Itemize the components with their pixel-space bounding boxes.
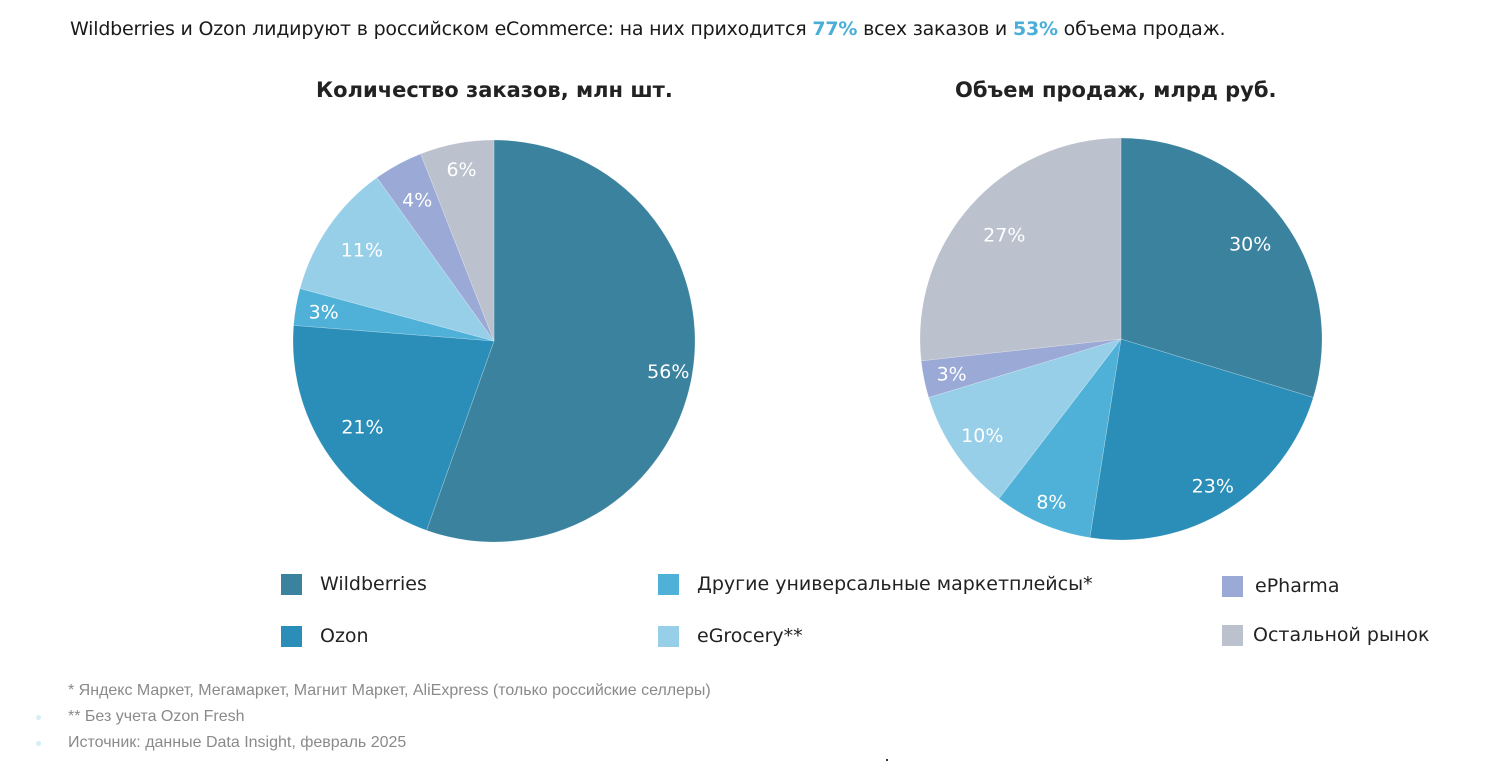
pie-slice-rest-of-market <box>420 139 495 342</box>
pie-slice-egrocery <box>299 177 495 342</box>
data-label-wildberries: 56% <box>647 361 689 383</box>
headline-text-1: Wildberries и Ozon лидируют в российском… <box>70 18 813 40</box>
stray-dot <box>886 759 888 761</box>
footnote-source: Источник: данные Data Insight, февраль 2… <box>36 732 711 758</box>
legend-item-rest-of-market: Остальной рынок <box>1222 624 1429 646</box>
headline-highlight-orders: 77% <box>812 18 858 40</box>
legend-swatch-rest-of-market <box>1222 624 1243 646</box>
footnotes: * Яндекс Маркет, Мегамаркет, Магнит Марк… <box>36 680 711 758</box>
headline-text-3: объема продаж. <box>1057 18 1226 40</box>
pie-slice-rest-of-market <box>919 137 1122 362</box>
footnote-marketplaces: * Яндекс Маркет, Мегамаркет, Магнит Марк… <box>40 680 711 706</box>
pie-slice-ozon <box>292 325 495 531</box>
bullet-icon <box>36 741 41 746</box>
legend-label: eGrocery** <box>697 625 803 647</box>
data-label-other-marketplaces: 8% <box>1036 492 1066 514</box>
legend-item-other-marketplaces: Другие универсальные маркетплейсы* <box>658 573 1093 595</box>
pie-slice-ozon <box>1089 338 1314 541</box>
legend-label: Wildberries <box>320 573 427 595</box>
headline: Wildberries и Ozon лидируют в российском… <box>70 18 1226 40</box>
data-label-wildberries: 30% <box>1229 233 1271 255</box>
legend-item-egrocery: eGrocery** <box>658 625 803 647</box>
legend-swatch-ozon <box>281 625 302 647</box>
orders-pie-chart: 56% 21% 3% 11% 4% 6% <box>292 139 696 543</box>
pie-slice-wildberries <box>426 139 696 543</box>
orders-chart-title: Количество заказов, млн шт. <box>316 78 673 102</box>
pie-slice-other-marketplaces <box>293 288 495 342</box>
legend-label: ePharma <box>1255 575 1340 597</box>
legend-item-wildberries: Wildberries <box>281 573 427 595</box>
pie-slice-wildberries <box>1120 137 1323 398</box>
data-label-other-marketplaces: 3% <box>309 302 339 324</box>
legend-swatch-epharma <box>1222 575 1243 597</box>
headline-text-2: всех заказов и <box>857 18 1013 40</box>
data-label-rest-of-market: 27% <box>983 224 1025 246</box>
footnote-text: * Яндекс Маркет, Мегамаркет, Магнит Марк… <box>68 682 711 699</box>
pie-slice-epharma <box>376 153 495 342</box>
footnote-text: Источник: данные Data Insight, февраль 2… <box>68 734 407 751</box>
data-label-egrocery: 10% <box>961 425 1003 447</box>
legend-label: Ozon <box>320 625 369 647</box>
legend-swatch-wildberries <box>281 573 302 595</box>
data-label-epharma: 4% <box>402 190 432 212</box>
pie-slice-epharma <box>920 338 1122 398</box>
data-label-egrocery: 11% <box>341 239 383 261</box>
data-label-epharma: 3% <box>937 364 967 386</box>
legend-label: Остальной рынок <box>1253 624 1430 646</box>
sales-chart-title: Объем продаж, млрд руб. <box>955 78 1277 102</box>
legend-swatch-egrocery <box>658 625 679 647</box>
pie-slice-other-marketplaces <box>998 338 1122 538</box>
headline-highlight-sales: 53% <box>1012 18 1058 40</box>
legend-label: Другие универсальные маркетплейсы* <box>697 573 1093 595</box>
bullet-icon <box>36 715 41 720</box>
legend-swatch-other-marketplaces <box>658 573 679 595</box>
legend-item-ozon: Ozon <box>281 625 369 647</box>
legend-item-epharma: ePharma <box>1222 575 1339 597</box>
data-label-rest-of-market: 6% <box>446 159 476 181</box>
data-label-ozon: 21% <box>341 416 383 438</box>
sales-pie-chart: 30% 23% 8% 10% 3% 27% <box>919 137 1323 541</box>
data-label-ozon: 23% <box>1192 475 1234 497</box>
pie-slice-egrocery <box>928 338 1122 500</box>
footnote-egrocery: ** Без учета Ozon Fresh <box>36 706 711 732</box>
footnote-text: ** Без учета Ozon Fresh <box>68 708 245 725</box>
